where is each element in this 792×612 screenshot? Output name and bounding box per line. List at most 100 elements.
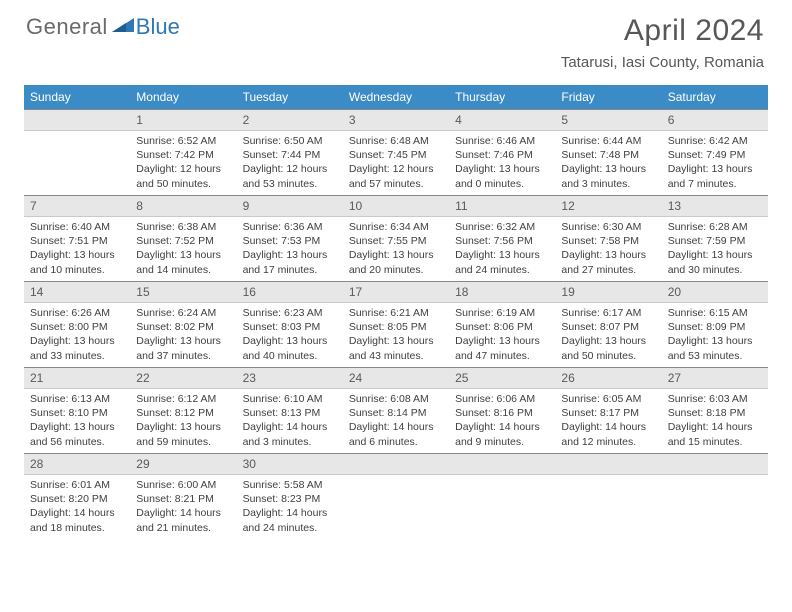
calendar-cell: 3Sunrise: 6:48 AMSunset: 7:45 PMDaylight… <box>343 109 449 195</box>
sunrise-text: Sunrise: 6:50 AM <box>243 134 337 148</box>
sunset-text: Sunset: 8:16 PM <box>455 406 549 420</box>
daylight-text: Daylight: 14 hours and 9 minutes. <box>455 420 549 448</box>
day-header: Sunday <box>24 85 130 109</box>
day-number: 2 <box>237 109 343 131</box>
calendar-row: 21Sunrise: 6:13 AMSunset: 8:10 PMDayligh… <box>24 367 768 453</box>
sunset-text: Sunset: 8:20 PM <box>30 492 124 506</box>
daylight-text: Daylight: 13 hours and 50 minutes. <box>561 334 655 362</box>
sunset-text: Sunset: 7:58 PM <box>561 234 655 248</box>
sunrise-text: Sunrise: 6:05 AM <box>561 392 655 406</box>
calendar-row: 28Sunrise: 6:01 AMSunset: 8:20 PMDayligh… <box>24 453 768 539</box>
calendar-cell: 15Sunrise: 6:24 AMSunset: 8:02 PMDayligh… <box>130 281 236 367</box>
calendar-cell <box>449 453 555 539</box>
sunrise-text: Sunrise: 6:46 AM <box>455 134 549 148</box>
sunset-text: Sunset: 8:13 PM <box>243 406 337 420</box>
logo: General Blue <box>26 14 180 40</box>
day-content: Sunrise: 6:13 AMSunset: 8:10 PMDaylight:… <box>24 389 130 453</box>
day-number: 1 <box>130 109 236 131</box>
day-number: 11 <box>449 195 555 217</box>
calendar-cell: 28Sunrise: 6:01 AMSunset: 8:20 PMDayligh… <box>24 453 130 539</box>
sunrise-text: Sunrise: 6:48 AM <box>349 134 443 148</box>
day-content: Sunrise: 6:19 AMSunset: 8:06 PMDaylight:… <box>449 303 555 367</box>
day-number: 4 <box>449 109 555 131</box>
sunrise-text: Sunrise: 6:21 AM <box>349 306 443 320</box>
day-number: 10 <box>343 195 449 217</box>
sunset-text: Sunset: 7:46 PM <box>455 148 549 162</box>
daylight-text: Daylight: 12 hours and 53 minutes. <box>243 162 337 190</box>
daylight-text: Daylight: 14 hours and 18 minutes. <box>30 506 124 534</box>
day-number: 12 <box>555 195 661 217</box>
day-content: Sunrise: 6:00 AMSunset: 8:21 PMDaylight:… <box>130 475 236 539</box>
calendar-cell: 17Sunrise: 6:21 AMSunset: 8:05 PMDayligh… <box>343 281 449 367</box>
calendar-cell: 23Sunrise: 6:10 AMSunset: 8:13 PMDayligh… <box>237 367 343 453</box>
day-content <box>662 475 768 533</box>
day-number: 8 <box>130 195 236 217</box>
daylight-text: Daylight: 13 hours and 33 minutes. <box>30 334 124 362</box>
day-number: 14 <box>24 281 130 303</box>
calendar-cell: 16Sunrise: 6:23 AMSunset: 8:03 PMDayligh… <box>237 281 343 367</box>
day-number: 28 <box>24 453 130 475</box>
calendar-cell <box>24 109 130 195</box>
daylight-text: Daylight: 13 hours and 14 minutes. <box>136 248 230 276</box>
page-header: General Blue April 2024 Tatarusi, Iasi C… <box>0 0 792 77</box>
calendar-cell <box>555 453 661 539</box>
day-content <box>24 131 130 189</box>
calendar-row: 7Sunrise: 6:40 AMSunset: 7:51 PMDaylight… <box>24 195 768 281</box>
calendar-row: 1Sunrise: 6:52 AMSunset: 7:42 PMDaylight… <box>24 109 768 195</box>
sunrise-text: Sunrise: 5:58 AM <box>243 478 337 492</box>
day-number: 18 <box>449 281 555 303</box>
day-content: Sunrise: 6:42 AMSunset: 7:49 PMDaylight:… <box>662 131 768 195</box>
daylight-text: Daylight: 13 hours and 17 minutes. <box>243 248 337 276</box>
day-number: 3 <box>343 109 449 131</box>
calendar-cell: 27Sunrise: 6:03 AMSunset: 8:18 PMDayligh… <box>662 367 768 453</box>
logo-triangle-icon <box>112 16 134 39</box>
sunrise-text: Sunrise: 6:36 AM <box>243 220 337 234</box>
calendar-cell: 14Sunrise: 6:26 AMSunset: 8:00 PMDayligh… <box>24 281 130 367</box>
calendar-cell: 7Sunrise: 6:40 AMSunset: 7:51 PMDaylight… <box>24 195 130 281</box>
day-header: Monday <box>130 85 236 109</box>
logo-text-blue: Blue <box>136 14 180 40</box>
calendar-cell: 20Sunrise: 6:15 AMSunset: 8:09 PMDayligh… <box>662 281 768 367</box>
daylight-text: Daylight: 13 hours and 56 minutes. <box>30 420 124 448</box>
day-content: Sunrise: 6:46 AMSunset: 7:46 PMDaylight:… <box>449 131 555 195</box>
day-content: Sunrise: 6:40 AMSunset: 7:51 PMDaylight:… <box>24 217 130 281</box>
sunset-text: Sunset: 8:10 PM <box>30 406 124 420</box>
calendar-cell <box>662 453 768 539</box>
daylight-text: Daylight: 13 hours and 37 minutes. <box>136 334 230 362</box>
daylight-text: Daylight: 14 hours and 6 minutes. <box>349 420 443 448</box>
sunrise-text: Sunrise: 6:52 AM <box>136 134 230 148</box>
calendar-cell: 4Sunrise: 6:46 AMSunset: 7:46 PMDaylight… <box>449 109 555 195</box>
sunset-text: Sunset: 7:53 PM <box>243 234 337 248</box>
sunset-text: Sunset: 7:55 PM <box>349 234 443 248</box>
sunrise-text: Sunrise: 6:40 AM <box>30 220 124 234</box>
day-header: Tuesday <box>237 85 343 109</box>
day-content: Sunrise: 6:32 AMSunset: 7:56 PMDaylight:… <box>449 217 555 281</box>
day-content: Sunrise: 6:23 AMSunset: 8:03 PMDaylight:… <box>237 303 343 367</box>
daylight-text: Daylight: 13 hours and 7 minutes. <box>668 162 762 190</box>
day-number: 9 <box>237 195 343 217</box>
sunrise-text: Sunrise: 6:17 AM <box>561 306 655 320</box>
sunrise-text: Sunrise: 6:30 AM <box>561 220 655 234</box>
sunset-text: Sunset: 8:14 PM <box>349 406 443 420</box>
day-number: 24 <box>343 367 449 389</box>
day-number: 13 <box>662 195 768 217</box>
daylight-text: Daylight: 13 hours and 40 minutes. <box>243 334 337 362</box>
calendar-cell: 30Sunrise: 5:58 AMSunset: 8:23 PMDayligh… <box>237 453 343 539</box>
calendar-cell: 18Sunrise: 6:19 AMSunset: 8:06 PMDayligh… <box>449 281 555 367</box>
day-content: Sunrise: 6:28 AMSunset: 7:59 PMDaylight:… <box>662 217 768 281</box>
sunset-text: Sunset: 8:23 PM <box>243 492 337 506</box>
day-number: 30 <box>237 453 343 475</box>
daylight-text: Daylight: 13 hours and 20 minutes. <box>349 248 443 276</box>
day-number: 22 <box>130 367 236 389</box>
sunrise-text: Sunrise: 6:24 AM <box>136 306 230 320</box>
daylight-text: Daylight: 13 hours and 43 minutes. <box>349 334 443 362</box>
day-number: 25 <box>449 367 555 389</box>
day-header: Wednesday <box>343 85 449 109</box>
sunrise-text: Sunrise: 6:08 AM <box>349 392 443 406</box>
calendar-cell: 24 Sunrise: 6:08 AMSunset: 8:14 PMDayligh… <box>343 367 449 453</box>
sunset-text: Sunset: 8:00 PM <box>30 320 124 334</box>
daylight-text: Daylight: 14 hours and 3 minutes. <box>243 420 337 448</box>
day-content <box>555 475 661 533</box>
day-content: Sunrise: 5:58 AMSunset: 8:23 PMDaylight:… <box>237 475 343 539</box>
calendar-cell: 10Sunrise: 6:34 AMSunset: 7:55 PMDayligh… <box>343 195 449 281</box>
